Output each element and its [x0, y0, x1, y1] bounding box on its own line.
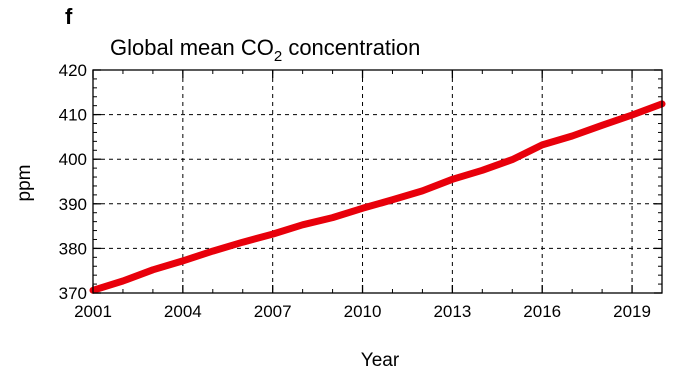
- co2-series-line: [89, 100, 666, 294]
- chart-title-suffix: concentration: [282, 35, 420, 60]
- x-tick-label: 2007: [254, 302, 292, 321]
- y-tick-label: 380: [59, 239, 87, 258]
- x-axis-title: Year: [361, 350, 400, 371]
- panel-label: f: [65, 4, 73, 29]
- y-tick-label: 410: [59, 106, 87, 125]
- tick-labels: 2001 2004 2007 2010 2013 2016 2019 370 380 390 400…: [59, 61, 651, 321]
- chart-title: Global mean CO2 concentration: [110, 35, 420, 65]
- y-tick-label: 400: [59, 150, 87, 169]
- x-tick-label: 2016: [523, 302, 561, 321]
- plot-frame: [92, 69, 663, 294]
- y-tick-label: 370: [59, 284, 87, 303]
- y-tick-label: 420: [59, 61, 87, 80]
- x-tick-label: 2010: [344, 302, 382, 321]
- grid-lines: [93, 70, 662, 293]
- x-tick-label: 2004: [164, 302, 202, 321]
- x-tick-label: 2013: [433, 302, 471, 321]
- chart-title-prefix: Global mean CO: [110, 35, 274, 60]
- x-tick-label: 2019: [613, 302, 651, 321]
- y-axis-title: ppm: [14, 165, 35, 202]
- x-tick-label: 2001: [74, 302, 112, 321]
- series-layer: [89, 100, 666, 294]
- chart-title-subscript: 2: [274, 48, 282, 65]
- y-tick-label: 390: [59, 195, 87, 214]
